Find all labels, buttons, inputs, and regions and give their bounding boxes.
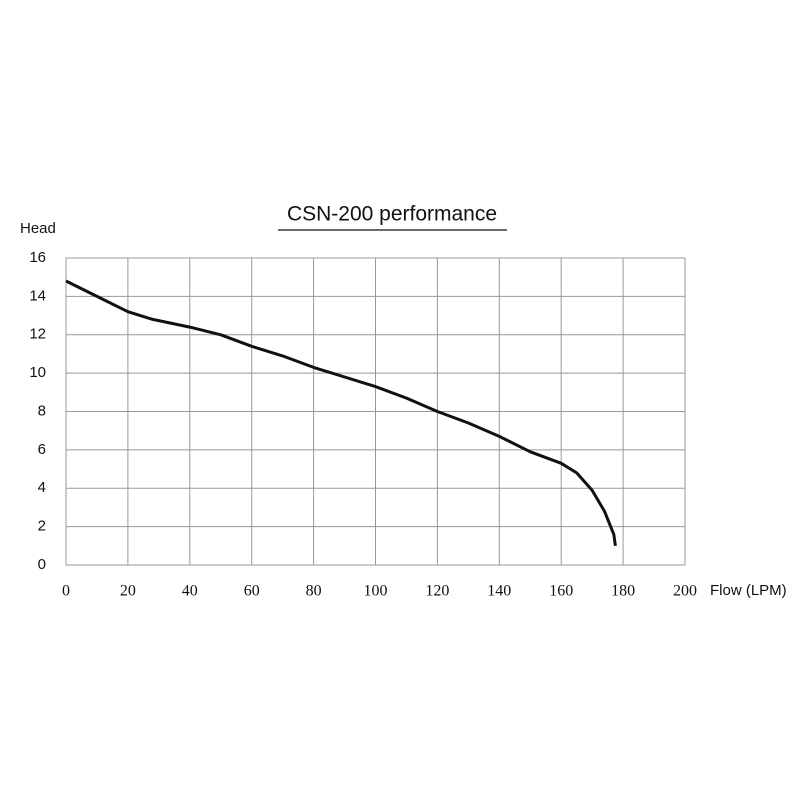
y-tick-label: 0 [38,556,46,573]
y-tick-label: 12 [29,326,46,343]
x-tick-label: 120 [425,583,449,600]
x-tick-label: 60 [244,583,260,600]
y-tick-label: 4 [38,479,46,496]
x-tick-label: 40 [182,583,198,600]
x-tick-label: 100 [364,583,388,600]
x-axis-label: Flow (LPM) [710,582,787,599]
x-tick-label: 180 [611,583,635,600]
x-tick-label: 0 [62,583,70,600]
x-tick-label: 200 [673,583,697,600]
y-tick-label: 2 [38,518,46,535]
y-tick-label: 6 [38,441,46,458]
plot-border [65,257,686,566]
y-tick-label: 14 [29,287,46,304]
performance-line [65,279,617,547]
y-tick-label: 8 [38,402,46,419]
x-tick-label: 160 [549,583,573,600]
chart-title: CSN-200 performance [287,203,497,226]
y-tick-label: 16 [29,249,46,266]
y-axis-label: Head [20,220,56,237]
x-tick-label: 80 [306,583,322,600]
x-tick-label: 20 [120,583,136,600]
x-tick-label: 140 [487,583,511,600]
y-tick-label: 10 [29,364,46,381]
